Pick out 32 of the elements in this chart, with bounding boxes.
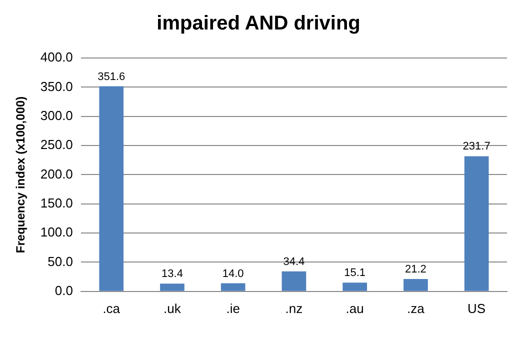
y-tick-label: 200.0: [40, 166, 73, 182]
x-tick-label: .au: [346, 300, 364, 316]
y-tick-label: 50.0: [48, 254, 73, 269]
y-tick-label: 350.0: [40, 78, 73, 94]
data-label: 13.4: [162, 268, 183, 280]
bar: [404, 279, 428, 291]
y-tick-label: 300.0: [40, 108, 73, 123]
data-label: 231.7: [462, 140, 490, 153]
x-tick-label: US: [468, 300, 486, 316]
x-tick-label: .nz: [285, 300, 303, 316]
x-tick-label: .za: [407, 300, 426, 316]
bar: [464, 156, 489, 291]
bar: [99, 86, 124, 291]
y-tick-label: 100.0: [40, 224, 73, 240]
bar: [220, 283, 246, 291]
bar: [160, 284, 184, 291]
y-tick-label: 400.0: [40, 50, 73, 65]
x-tick-label: .ie: [226, 300, 240, 316]
y-tick-label: 150.0: [40, 195, 73, 210]
y-tick-label: 250.0: [40, 137, 73, 152]
chart-title: impaired AND driving: [156, 12, 360, 35]
y-tick-label: 0.0: [54, 282, 73, 298]
x-tick-label: .uk: [164, 300, 182, 316]
data-label: 15.1: [344, 267, 366, 280]
x-tick-label: .ca: [102, 300, 121, 316]
data-label: 14.0: [222, 268, 244, 280]
bar: [342, 282, 368, 291]
data-label: 34.4: [283, 256, 305, 268]
bar: [282, 271, 306, 291]
data-label: 21.2: [404, 264, 426, 276]
y-axis-title: Frequency index (x100,000): [14, 96, 28, 254]
data-label: 351.6: [98, 70, 126, 83]
